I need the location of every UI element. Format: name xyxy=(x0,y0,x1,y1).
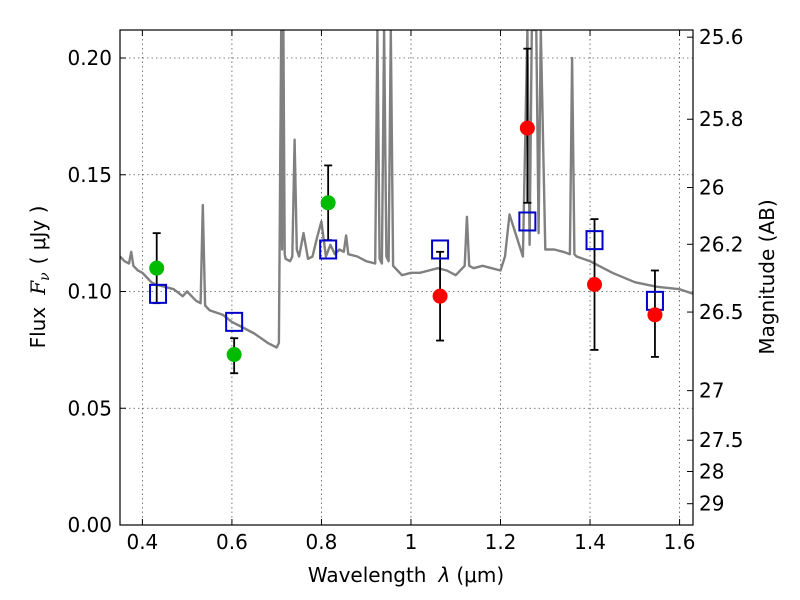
red-data-point xyxy=(587,277,603,293)
y2-tick-label: 25.8 xyxy=(699,107,744,131)
data-layer xyxy=(120,30,693,349)
y2-tick-label: 28 xyxy=(699,460,724,484)
x-axis-label: Wavelength λ (μm) xyxy=(308,563,504,587)
red-data-point xyxy=(432,288,448,304)
green-data-point xyxy=(320,195,336,211)
model-spectrum-line xyxy=(120,30,693,349)
y2-tick-label: 29 xyxy=(699,492,724,516)
red-data-point xyxy=(519,120,535,136)
y2-tick-label: 26.2 xyxy=(699,232,744,256)
grid-lines xyxy=(120,30,693,526)
x-tick-label: 1.4 xyxy=(574,530,606,554)
y2-tick-label: 27.5 xyxy=(699,428,744,452)
model-photometry-square xyxy=(225,311,244,332)
red-data-point xyxy=(647,307,663,323)
y2-axis-label: Magnitude (AB) xyxy=(755,199,779,354)
y-tick-label: 0.05 xyxy=(67,396,112,420)
y-tick-label: 0.20 xyxy=(67,46,112,70)
green-data-point xyxy=(226,347,242,363)
model-photometry-square xyxy=(431,239,450,260)
x-tick-label: 0.8 xyxy=(306,530,338,554)
y-tick-label: 0.00 xyxy=(67,513,112,537)
y2-tick-label: 25.6 xyxy=(699,25,744,49)
plot-frame xyxy=(119,29,694,526)
model-photometry-square xyxy=(585,230,604,251)
y-tick-label: 0.15 xyxy=(67,163,112,187)
model-photometry-square xyxy=(319,239,338,260)
y2-tick-label: 27 xyxy=(699,379,724,403)
axis-ticks: 0.4 0.6 0.8 1 1.2 1.4 1.6 0.00 0.05 0.10 0.15 0.20 2… xyxy=(67,25,743,554)
x-tick-label: 1.2 xyxy=(485,530,517,554)
y2-tick-label: 26.5 xyxy=(699,300,744,324)
x-tick-label: 0.6 xyxy=(216,530,248,554)
x-tick-label: 0.4 xyxy=(126,530,158,554)
point-layer xyxy=(149,47,664,375)
model-photometry-square xyxy=(518,211,537,232)
y-axis-label: FluxFν( μJy ) xyxy=(26,206,53,349)
green-data-point xyxy=(149,260,165,276)
x-tick-label: 1.6 xyxy=(664,530,696,554)
y2-tick-label: 26 xyxy=(699,176,724,200)
model-photometry-square xyxy=(149,283,168,304)
y-tick-label: 0.10 xyxy=(67,280,112,304)
x-tick-label: 1 xyxy=(405,530,418,554)
